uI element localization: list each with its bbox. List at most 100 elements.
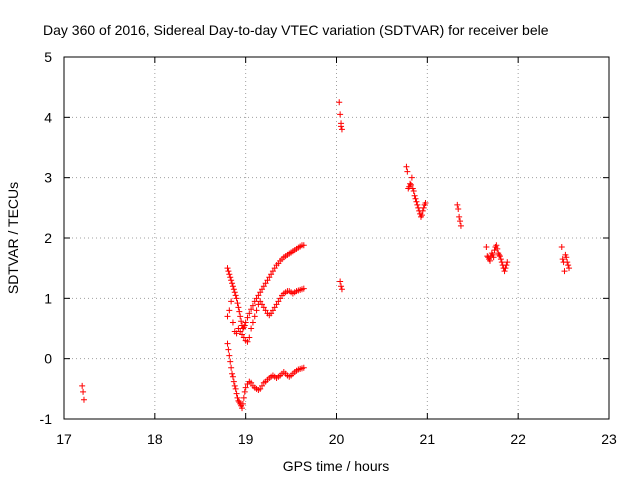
- data-point: [240, 334, 247, 341]
- y-tick-label: 2: [44, 230, 52, 246]
- data-point: [338, 126, 345, 133]
- data-point: [229, 280, 236, 287]
- data-point: [257, 385, 264, 392]
- y-tick-label: 5: [44, 49, 52, 65]
- data-point: [257, 289, 264, 296]
- data-point: [229, 319, 236, 326]
- data-point: [238, 318, 245, 325]
- data-point: [242, 384, 249, 391]
- data-point: [455, 206, 462, 213]
- x-tick-label: 22: [510, 431, 526, 447]
- y-tick-label: 1: [44, 290, 52, 306]
- data-point: [230, 286, 237, 293]
- data-point: [240, 394, 247, 401]
- y-tick-label: -1: [40, 411, 53, 427]
- data-point: [224, 265, 231, 272]
- data-point: [239, 400, 246, 407]
- data-point: [300, 242, 307, 249]
- data-point: [497, 256, 504, 263]
- data-point: [494, 245, 501, 252]
- data-point: [235, 304, 242, 311]
- data-point: [501, 268, 508, 275]
- data-point: [236, 308, 243, 315]
- data-point: [231, 289, 238, 296]
- data-point: [227, 274, 234, 281]
- data-point: [422, 200, 429, 207]
- data-point: [79, 382, 86, 389]
- data-point: [224, 313, 231, 320]
- data-point: [227, 358, 234, 365]
- y-tick-label: 4: [44, 109, 52, 125]
- data-point: [337, 278, 344, 285]
- data-point: [239, 331, 246, 338]
- data-point: [262, 280, 269, 287]
- data-point: [80, 396, 87, 403]
- x-tick-label: 18: [147, 431, 163, 447]
- data-point: [231, 382, 238, 389]
- data-point: [566, 265, 573, 272]
- data-point: [262, 307, 269, 314]
- data-point: [561, 268, 568, 275]
- data-point: [253, 307, 260, 314]
- data-point: [498, 259, 505, 266]
- data-point: [337, 111, 344, 118]
- data-point: [491, 247, 498, 254]
- data-point: [259, 301, 266, 308]
- data-point: [260, 304, 267, 311]
- data-point: [224, 340, 231, 347]
- data-point: [248, 379, 255, 386]
- data-point: [237, 313, 244, 320]
- x-tick-label: 17: [56, 431, 72, 447]
- data-point: [420, 204, 427, 211]
- x-tick-label: 19: [238, 431, 254, 447]
- data-point: [234, 300, 241, 307]
- data-point: [407, 180, 414, 187]
- data-point: [228, 364, 235, 371]
- data-point: [273, 301, 280, 308]
- data-point: [251, 313, 258, 320]
- x-tick-label: 20: [329, 431, 345, 447]
- data-point: [229, 283, 236, 290]
- data-point: [80, 388, 87, 395]
- data-point: [232, 385, 239, 392]
- data-point: [300, 285, 307, 292]
- data-point: [300, 364, 307, 371]
- y-axis-label: SDTVAR / TECUs: [5, 182, 21, 294]
- data-point: [264, 277, 271, 284]
- data-point: [413, 198, 420, 205]
- data-point: [235, 325, 242, 332]
- data-point: [404, 168, 411, 175]
- data-point: [235, 397, 242, 404]
- data-point: [248, 306, 255, 313]
- data-point: [277, 295, 284, 302]
- x-axis-label: GPS time / hours: [283, 458, 390, 474]
- data-point: [225, 268, 232, 275]
- data-point: [228, 277, 235, 284]
- data-point: [419, 207, 426, 214]
- data-point: [255, 292, 262, 299]
- data-point: [226, 307, 233, 314]
- data-point: [233, 295, 240, 302]
- data-point: [457, 218, 464, 225]
- data-point: [271, 265, 278, 272]
- data-point: [234, 394, 241, 401]
- data-point: [241, 322, 248, 329]
- data-point: [257, 298, 264, 305]
- data-point: [487, 257, 494, 264]
- data-point: [563, 254, 570, 261]
- y-tick-label: 3: [44, 170, 52, 186]
- data-point: [241, 388, 248, 395]
- data-point: [558, 244, 565, 251]
- data-point: [497, 253, 503, 260]
- data-point: [338, 123, 345, 130]
- data-points: [79, 99, 573, 412]
- data-point: [410, 187, 417, 194]
- data-point: [408, 174, 415, 181]
- data-point: [228, 298, 235, 305]
- data-point: [403, 163, 410, 170]
- data-point: [268, 310, 275, 317]
- data-point: [503, 262, 510, 269]
- data-point: [259, 382, 266, 389]
